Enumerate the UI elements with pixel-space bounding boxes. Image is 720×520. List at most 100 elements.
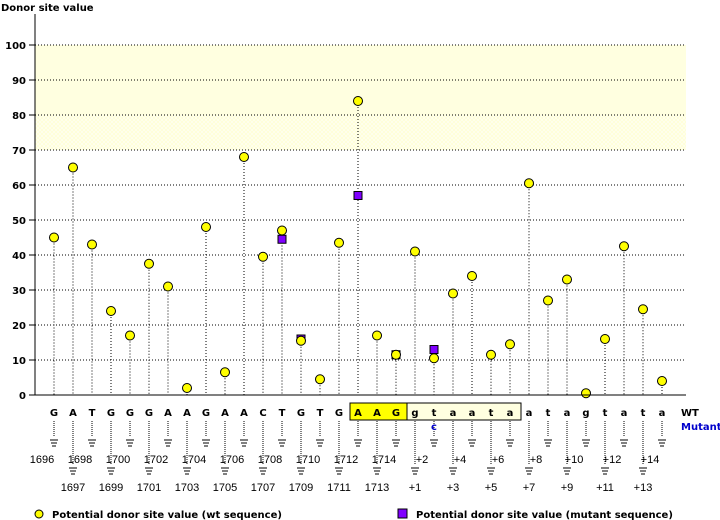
position-label: +1 <box>409 482 422 494</box>
y-tick-label: 90 <box>12 76 26 87</box>
wt-row-label: WT <box>681 408 699 419</box>
mutant-base: c <box>431 422 437 433</box>
wt-base: T <box>279 408 286 419</box>
position-label: +2 <box>416 454 429 466</box>
wt-point <box>505 339 515 350</box>
wt-point <box>220 367 230 378</box>
wt-base: A <box>164 408 172 419</box>
wt-point <box>106 306 116 316</box>
position-label: +9 <box>561 482 574 494</box>
wt-base: a <box>507 408 514 419</box>
wt-base: A <box>221 408 229 419</box>
wt-base: A <box>69 408 77 419</box>
wt-point <box>543 295 553 306</box>
y-tick-label: 50 <box>12 216 26 227</box>
wt-base: G <box>202 408 210 419</box>
wt-base: G <box>50 408 58 419</box>
mutant-point <box>429 345 439 354</box>
wt-base: a <box>526 408 533 419</box>
wt-base: t <box>603 408 608 419</box>
position-label: 1708 <box>258 454 282 466</box>
wt-base: t <box>641 408 646 419</box>
wt-point <box>315 374 325 385</box>
position-label: 1698 <box>68 454 92 466</box>
wt-point <box>182 383 192 393</box>
wt-point <box>68 162 78 173</box>
position-label: 1699 <box>99 482 123 494</box>
position-label: 1702 <box>144 454 168 466</box>
position-label: +14 <box>641 454 660 466</box>
position-label: 1712 <box>334 454 358 466</box>
position-label: 1696 <box>30 454 54 466</box>
wt-point <box>144 258 154 269</box>
wt-point <box>581 388 591 399</box>
legend-wt-label: Potential donor site value (wt sequence) <box>52 510 282 520</box>
wt-point <box>467 271 477 281</box>
position-label: 1709 <box>289 482 313 494</box>
wt-point <box>524 178 534 189</box>
position-label: 1697 <box>61 482 85 494</box>
wt-point <box>296 335 306 346</box>
wt-point <box>353 96 363 106</box>
position-label: 1713 <box>365 482 389 494</box>
wt-point <box>638 304 648 315</box>
y-tick-label: 100 <box>5 41 26 52</box>
wt-point <box>239 152 249 162</box>
wt-base: G <box>297 408 305 419</box>
position-label: +4 <box>454 454 467 466</box>
wt-base: t <box>432 408 437 419</box>
position-label: +8 <box>530 454 543 466</box>
wt-point <box>486 349 496 360</box>
wt-point <box>657 376 667 386</box>
position-label: 1700 <box>106 454 130 466</box>
wt-base: G <box>392 408 400 419</box>
position-label: 1707 <box>251 482 275 494</box>
wt-point <box>49 232 59 243</box>
y-tick-label: 80 <box>12 111 26 122</box>
wt-base: g <box>582 408 589 419</box>
position-label: 1704 <box>182 454 206 466</box>
wt-base: A <box>373 408 381 419</box>
position-label: 1701 <box>137 482 161 494</box>
position-label: +6 <box>492 454 505 466</box>
wt-base: a <box>659 408 666 419</box>
threshold-band-weak <box>35 115 686 150</box>
position-label: 1714 <box>372 454 396 466</box>
wt-base: G <box>145 408 153 419</box>
mutant-point <box>353 191 363 200</box>
y-tick-label: 10 <box>12 356 26 367</box>
legend-mutant-marker <box>397 508 408 519</box>
wt-base: C <box>259 408 266 419</box>
position-label: +3 <box>447 482 460 494</box>
y-tick-label: 30 <box>12 286 26 297</box>
wt-base: a <box>621 408 628 419</box>
position-label: +5 <box>485 482 498 494</box>
position-label: +12 <box>603 454 622 466</box>
y-tick-label: 0 <box>19 391 26 402</box>
wt-base: t <box>489 408 494 419</box>
wt-base: a <box>469 408 476 419</box>
wt-point <box>258 251 268 262</box>
wt-point <box>619 241 629 252</box>
wt-point <box>163 281 173 292</box>
y-tick-label: 60 <box>12 181 26 192</box>
position-label: 1705 <box>213 482 237 494</box>
wt-base: g <box>411 408 418 419</box>
position-label: 1710 <box>296 454 320 466</box>
wt-point <box>391 349 401 360</box>
wt-base: t <box>546 408 551 419</box>
wt-base: G <box>126 408 134 419</box>
wt-base: T <box>89 408 96 419</box>
position-label: +13 <box>634 482 653 494</box>
wt-point <box>600 334 610 344</box>
wt-point <box>125 330 135 341</box>
wt-point <box>562 274 572 285</box>
mutant-point <box>277 234 287 244</box>
wt-base: T <box>317 408 324 419</box>
wt-base: A <box>183 408 191 419</box>
y-axis-title: Donor site value <box>1 3 94 14</box>
wt-point <box>410 246 420 257</box>
y-tick-label: 40 <box>12 251 26 262</box>
wt-base: a <box>564 408 571 419</box>
